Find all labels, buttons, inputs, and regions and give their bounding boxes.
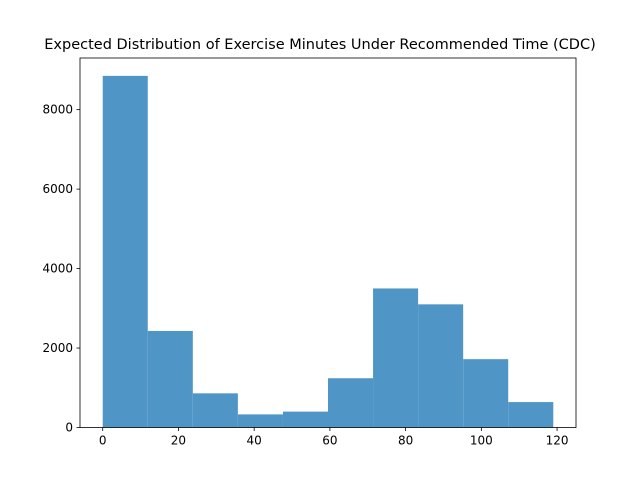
- y-tick-label: 8000: [42, 103, 73, 117]
- histogram-bar: [418, 304, 464, 428]
- histogram-bar: [237, 414, 283, 428]
- x-tick-label: 40: [247, 434, 262, 448]
- y-tick-label: 4000: [42, 262, 73, 276]
- histogram-bar: [102, 75, 148, 428]
- x-axis: 0 20 40 60 80 100 120: [99, 427, 569, 448]
- x-tick-label: 120: [546, 434, 569, 448]
- histogram-bar: [192, 393, 238, 428]
- y-tick-label: 6000: [42, 182, 73, 196]
- histogram-bar: [282, 411, 328, 428]
- histogram-bar: [463, 359, 509, 428]
- histogram-bar: [373, 288, 419, 428]
- x-tick-label: 100: [470, 434, 493, 448]
- x-tick-label: 20: [171, 434, 186, 448]
- x-tick-label: 60: [322, 434, 337, 448]
- x-tick-label: 80: [398, 434, 413, 448]
- bars-group: [102, 75, 554, 428]
- histogram-bar: [147, 330, 193, 428]
- y-tick-label: 0: [65, 421, 73, 435]
- histogram-bar: [328, 378, 374, 428]
- chart-title: Expected Distribution of Exercise Minute…: [44, 37, 596, 53]
- x-tick-label: 0: [99, 434, 107, 448]
- histogram-bar: [508, 402, 554, 428]
- y-axis: 0 2000 4000 6000 8000: [42, 103, 80, 435]
- plot-frame: [79, 57, 577, 428]
- y-tick-label: 2000: [42, 341, 73, 355]
